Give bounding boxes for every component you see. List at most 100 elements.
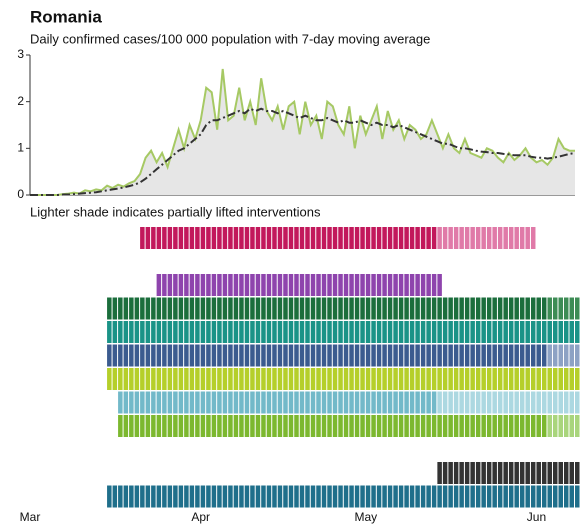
intervention-cell [134,297,140,320]
y-tick-label: 2 [17,94,24,108]
intervention-cell [239,485,244,508]
intervention-cell [107,485,112,508]
intervention-cell [536,485,541,508]
intervention-cell [140,415,145,437]
intervention-cell [178,391,184,414]
intervention-cell [244,415,250,437]
intervention-cell [255,415,261,437]
intervention-cell [261,415,266,437]
intervention-cell [145,227,151,249]
intervention-cell [222,485,228,508]
intervention-cell [525,344,530,367]
intervention-cell [184,297,189,320]
intervention-cell [321,227,327,249]
intervention-cell [409,274,415,296]
intervention-cell [156,415,162,437]
intervention-cell [140,344,145,367]
intervention-cell [178,227,184,249]
intervention-cell [233,368,239,390]
intervention-cell [189,391,195,414]
intervention-cell [173,321,178,343]
intervention-cell [327,227,332,249]
intervention-cell [321,368,327,390]
intervention-cell [371,227,376,249]
intervention-cell [437,321,442,343]
intervention-cell [206,391,211,414]
intervention-cell [217,415,222,437]
intervention-cell [365,274,371,296]
intervention-cell [464,321,470,343]
intervention-cell [321,415,327,437]
intervention-cell [140,227,145,249]
intervention-cell [162,391,167,414]
intervention-cell [266,368,272,390]
intervention-cell [266,227,272,249]
intervention-cell [354,415,360,437]
intervention-cell [332,368,338,390]
intervention-cell [255,344,261,367]
intervention-cell [228,274,233,296]
intervention-cell [134,391,140,414]
intervention-cell [283,344,288,367]
intervention-cell [442,227,448,249]
intervention-cell [316,485,321,508]
intervention-cell [195,415,200,437]
intervention-cell [206,297,211,320]
intervention-cell [558,344,563,367]
intervention-cell [327,415,332,437]
intervention-cell [420,391,426,414]
intervention-cell [167,368,173,390]
intervention-cell [459,485,464,508]
intervention-cell [178,274,184,296]
intervention-cell [228,485,233,508]
intervention-cell [437,368,442,390]
intervention-cell [503,227,508,249]
intervention-cell [481,297,486,320]
intervention-cell [398,368,404,390]
intervention-cell [206,344,211,367]
intervention-cell [332,227,338,249]
intervention-cell [349,274,354,296]
intervention-cell [569,344,574,367]
intervention-cell [228,227,233,249]
intervention-cell [365,321,371,343]
intervention-cell [140,297,145,320]
intervention-cell [228,368,233,390]
intervention-cell [558,297,563,320]
intervention-cell [217,368,222,390]
intervention-cell [470,321,475,343]
intervention-cell [563,415,569,437]
intervention-cell [360,368,365,390]
intervention-cell [222,344,228,367]
intervention-cell [195,344,200,367]
intervention-cell [508,321,514,343]
intervention-cell [178,321,184,343]
intervention-cell [497,297,503,320]
intervention-cell [464,391,470,414]
intervention-cell [107,344,112,367]
intervention-cell [200,321,206,343]
intervention-cell [442,297,448,320]
intervention-cell [569,368,574,390]
intervention-cell [288,344,294,367]
intervention-cell [558,368,563,390]
intervention-cell [464,368,470,390]
intervention-cell [123,391,129,414]
intervention-cell [486,227,492,249]
intervention-cell [382,344,387,367]
intervention-cell [371,415,376,437]
intervention-cell [327,321,332,343]
intervention-cell [393,344,398,367]
intervention-cell [145,297,151,320]
intervention-cell [310,344,316,367]
intervention-cell [233,227,239,249]
intervention-cell [156,344,162,367]
intervention-cell [387,368,393,390]
intervention-cell [497,462,503,484]
intervention-cell [233,344,239,367]
intervention-cell [189,297,195,320]
intervention-cell [492,462,497,484]
intervention-cell [442,368,448,390]
intervention-cell [310,227,316,249]
intervention-cell [508,462,514,484]
